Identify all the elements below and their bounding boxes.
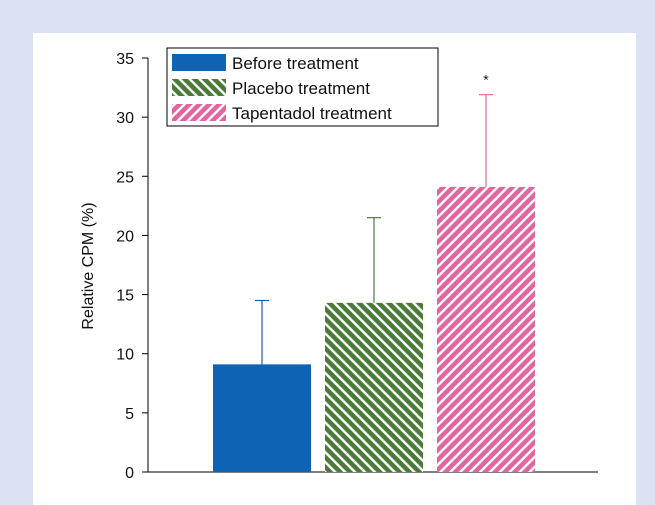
y-tick-label: 10 (116, 347, 134, 364)
y-tick-label: 5 (125, 406, 134, 423)
y-tick-label: 35 (116, 51, 134, 68)
bar-before-treatment (213, 364, 311, 472)
legend-label-tapentadol: Tapentadol treatment (232, 104, 392, 123)
bars (213, 94, 535, 472)
bar-tapentadol-treatment (437, 186, 535, 472)
y-tick-label: 30 (116, 110, 134, 127)
legend-label-placebo: Placebo treatment (232, 79, 370, 98)
y-tick-label: 25 (116, 169, 134, 186)
legend-label-before: Before treatment (232, 54, 359, 73)
legend-swatch-before (172, 54, 226, 71)
significance-marker: * (483, 72, 489, 88)
legend-swatch-tapentadol (172, 104, 226, 121)
y-tick-label: 15 (116, 288, 134, 305)
y-tick-label: 0 (125, 465, 134, 482)
legend-swatch-placebo (172, 79, 226, 96)
y-axis-title: Relative CPM (%) (80, 202, 97, 329)
y-tick-label: 20 (116, 228, 134, 245)
annotations: * (483, 72, 489, 88)
legend: Before treatment Placebo treatment Tapen… (166, 47, 439, 127)
bar-placebo-treatment (325, 302, 423, 472)
